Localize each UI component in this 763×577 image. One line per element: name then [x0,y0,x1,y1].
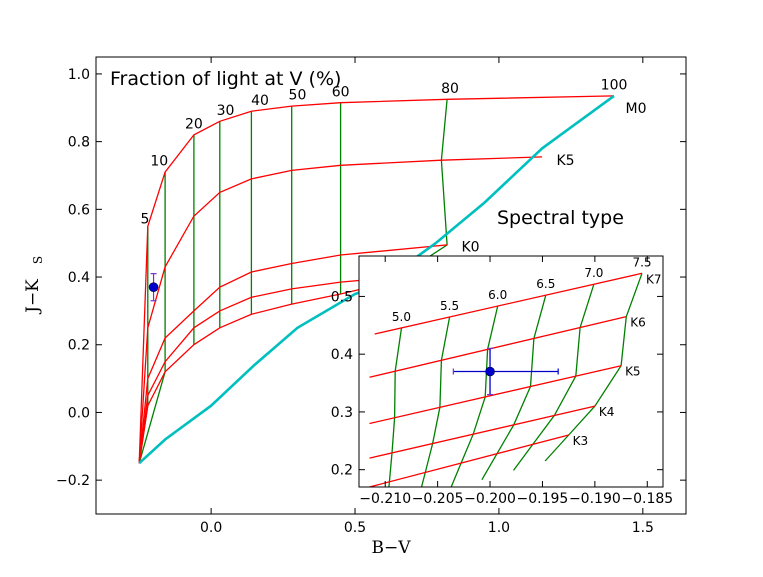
fraction-label-30: 30 [217,103,235,119]
y-axis-label-subscript: S [31,256,45,264]
mixing-line-K0 [138,244,448,464]
inset-data-point [485,366,495,377]
inset-spectral-label-K7: K7 [646,272,662,286]
inset-spectral-label-K5: K5 [625,365,641,379]
inset-mixing-line-K3 [369,434,569,487]
mixing-line-M0 [138,95,615,464]
mixing-line-G5 [138,276,399,464]
y-tick-label-4: 0.6 [68,202,90,218]
inset-data-layer [369,272,643,487]
spectral-type-label: Spectral type [497,207,624,229]
inset-fraction-line-7.0 [512,284,595,471]
y-axis-label: J−K [23,279,43,315]
inset-fraction-line-6.5 [481,295,547,481]
inset-fraction-label-7.5: 7.5 [632,255,651,269]
inset-x-tick-label-4: −0.190 [569,491,621,507]
mixing-line-G0 [138,283,384,464]
main-data-point [148,282,159,292]
y-tick-label-2: 0.2 [68,338,90,354]
inset-ticks: −0.210 −0.205 −0.200 −0.195 −0.190 −0.185 0.2 0… [331,256,673,507]
fraction-title: Fraction of light at V (%) [110,68,341,90]
inset-plot-panel: −0.210 −0.205 −0.200 −0.195 −0.190 −0.185 0.2 0… [331,255,673,507]
inset-x-tick-label-1: −0.205 [412,491,464,507]
inset-fraction-line-6.0 [450,305,499,487]
inset-spectral-label-K3: K3 [573,434,589,448]
inset-fraction-label-5.0: 5.0 [392,310,411,324]
x-axis-label: B−V [371,538,411,558]
x-tick-label-0: 0.0 [200,520,222,536]
fraction-label-40: 40 [251,93,269,109]
y-tick-label-5: 0.8 [68,135,90,151]
inset-fraction-label-6.5: 6.5 [536,277,555,291]
spectral-label-K0: K0 [462,240,480,256]
inset-y-tick-label-2: 0.4 [331,347,353,363]
inset-fraction-line-5.5 [420,316,451,487]
fraction-label-80: 80 [441,81,459,97]
fraction-label-100: 100 [601,78,628,94]
main-ticks: 0.0 0.5 1.0 1.5 −0.2 0.0 0.2 0.4 0.6 0.8 1.0 [56,57,686,536]
inset-fraction-label-5.5: 5.5 [440,299,459,313]
inset-x-tick-label-3: −0.195 [517,491,569,507]
inset-y-tick-label-1: 0.3 [331,405,353,421]
x-tick-label-2: 1.0 [488,520,510,536]
x-tick-label-1: 0.5 [344,520,366,536]
inset-annotations: 5.0 5.5 6.0 6.5 7.0 7.5 K7 K6 K5 K4 K3 [392,255,662,448]
main-axes-frame [95,56,687,515]
fraction-label-5: 5 [140,211,149,227]
fraction-label-60: 60 [332,84,350,100]
y-tick-label-3: 0.4 [68,270,90,286]
y-tick-label-1: 0.0 [68,405,90,421]
inset-spectral-label-K6: K6 [630,316,646,330]
inset-y-tick-label-0: 0.2 [331,463,353,479]
inset-spectral-label-K4: K4 [599,405,615,419]
y-axis-label-group: J−K S [23,256,45,315]
inset-y-tick-label-3: 0.5 [331,289,353,305]
x-tick-label-3: 1.5 [632,520,654,536]
fraction-label-50: 50 [289,88,307,104]
inset-x-tick-label-2: −0.200 [464,491,516,507]
spectral-label-M0: M0 [626,101,647,117]
inset-mixing-line-K6 [369,315,627,378]
inset-axes-frame [358,255,664,488]
y-tick-label-0: −0.2 [56,473,90,489]
inset-fraction-line-5.0 [388,327,403,487]
fraction-line-10 [138,172,166,464]
inset-fraction-label-7.0: 7.0 [584,266,603,280]
inset-mixing-line-K4 [369,405,596,459]
fraction-label-20: 20 [185,116,203,132]
y-tick-label-6: 1.0 [68,67,90,83]
inset-mixing-line-K5 [369,365,622,425]
mixing-line-K5 [138,156,543,464]
inset-mixing-line-K7 [374,272,643,335]
inset-x-tick-label-0: −0.210 [359,491,411,507]
inset-fraction-label-6.0: 6.0 [488,288,507,302]
inset-x-tick-label-5: −0.185 [621,491,673,507]
fraction-label-10: 10 [150,154,168,170]
spectral-label-K5: K5 [556,153,574,169]
inset-fraction-line-7.5 [544,273,643,462]
